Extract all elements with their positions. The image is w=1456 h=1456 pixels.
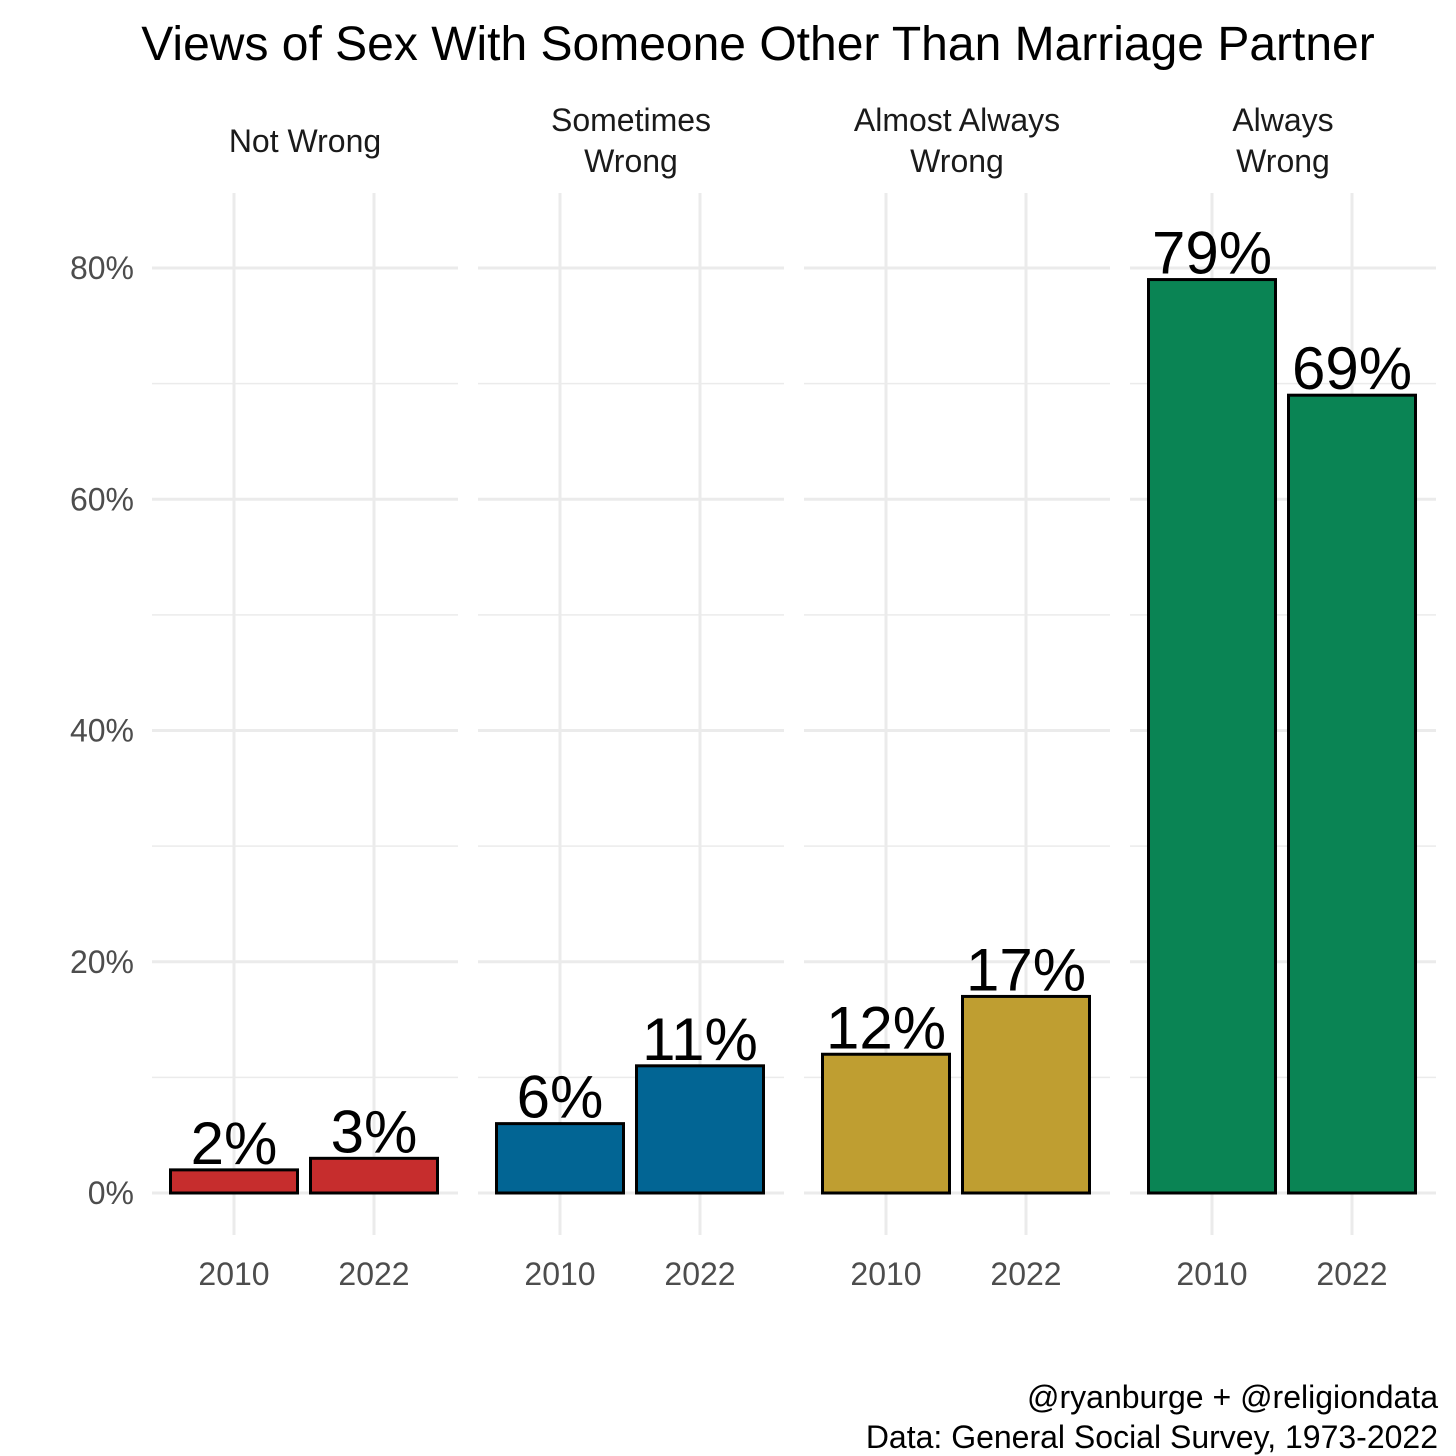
- data-label: 17%: [966, 936, 1086, 1003]
- x-tick-label: 2010: [850, 1256, 921, 1292]
- x-tick-label: 2010: [198, 1256, 269, 1292]
- facet-strip-label: Not Wrong: [229, 123, 381, 159]
- y-axis: 0% 20% 40% 60% 80%: [70, 250, 134, 1211]
- data-label: 69%: [1292, 335, 1412, 402]
- data-label: 3%: [331, 1098, 418, 1165]
- x-tick-label: 2010: [1176, 1256, 1247, 1292]
- bar: [169, 1168, 299, 1195]
- bar: [1287, 393, 1417, 1195]
- facet-panel: Sometimes Wrong 6% 2010 11% 2022: [495, 102, 765, 1292]
- facet-strip-label: Almost Always Wrong: [854, 102, 1060, 179]
- x-tick-label: 2022: [664, 1256, 735, 1292]
- facet-panel: Not Wrong 2% 2010 3% 2022: [169, 123, 439, 1292]
- bar: [821, 1052, 951, 1195]
- bar: [495, 1122, 625, 1195]
- x-tick-label: 2010: [524, 1256, 595, 1292]
- bar: [1147, 278, 1277, 1195]
- chart-title: Views of Sex With Someone Other Than Mar…: [141, 18, 1374, 71]
- y-tick-label: 40%: [70, 713, 134, 749]
- y-tick-label: 20%: [70, 944, 134, 980]
- y-tick-label: 60%: [70, 481, 134, 517]
- x-tick-label: 2022: [990, 1256, 1061, 1292]
- caption-credit: @ryanburge + @religiondata: [1027, 1379, 1438, 1415]
- x-tick-label: 2022: [338, 1256, 409, 1292]
- facet-panel: Always Wrong 79% 2010 69% 2022: [1147, 102, 1417, 1292]
- y-tick-label: 80%: [70, 250, 134, 286]
- bar: [309, 1156, 439, 1195]
- bar: [961, 994, 1091, 1195]
- x-tick-label: 2022: [1316, 1256, 1387, 1292]
- y-tick-label: 0%: [88, 1175, 134, 1211]
- caption-source: Data: General Social Survey, 1973-2022: [866, 1419, 1438, 1455]
- facet-panel: Almost Always Wrong 12% 2010 17% 2022: [821, 102, 1091, 1292]
- data-label: 79%: [1152, 220, 1272, 287]
- facet-strip-label: Always Wrong: [1232, 102, 1333, 179]
- facets: Not Wrong 2% 2010 3% 2022 Sometimes Wrong 6% 201…: [169, 102, 1417, 1292]
- bar: [635, 1064, 765, 1195]
- data-label: 2%: [191, 1110, 278, 1177]
- facet-strip-label: Sometimes Wrong: [551, 102, 711, 179]
- data-label: 12%: [826, 994, 946, 1061]
- data-label: 11%: [642, 1006, 758, 1073]
- data-label: 6%: [517, 1064, 604, 1131]
